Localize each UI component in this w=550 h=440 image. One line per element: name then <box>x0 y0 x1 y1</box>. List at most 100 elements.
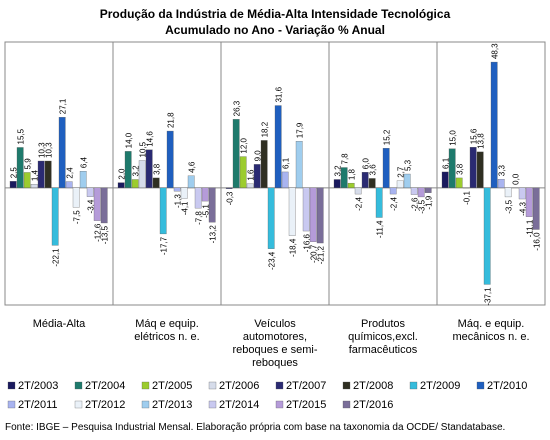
bar <box>441 171 449 188</box>
x-tick-label: Veículos automotores, reboques e semi-re… <box>232 318 318 369</box>
bar <box>225 187 233 189</box>
bar <box>152 177 160 188</box>
bar <box>117 182 125 188</box>
bar <box>145 149 153 188</box>
bar <box>525 187 533 217</box>
legend-label: 2T/2007 <box>286 380 326 392</box>
value-label: 2,7 <box>397 166 406 178</box>
bar <box>37 160 45 188</box>
value-label: -3,5 <box>505 199 514 213</box>
value-label: -7,5 <box>73 210 82 224</box>
legend-swatch <box>74 381 83 390</box>
legend-swatch <box>208 400 217 409</box>
bar <box>260 140 268 188</box>
value-label: 15,0 <box>449 130 458 146</box>
bar <box>455 177 463 188</box>
bar <box>58 117 66 188</box>
legend-label: 2T/2010 <box>487 380 527 392</box>
value-label: -13,2 <box>209 225 218 244</box>
value-label: -2,4 <box>355 197 364 211</box>
value-label: 6,1 <box>442 157 451 169</box>
bar <box>180 187 188 199</box>
value-label: 6,4 <box>80 156 89 168</box>
bar <box>309 187 317 242</box>
value-label: 12,0 <box>240 137 249 153</box>
value-label: 18,2 <box>261 121 270 137</box>
bar <box>159 187 167 235</box>
bar <box>131 179 139 188</box>
bar <box>44 160 52 188</box>
legend-swatch <box>141 381 150 390</box>
bar <box>23 172 31 188</box>
bar <box>281 171 289 188</box>
bar <box>65 181 73 188</box>
legend-swatch <box>74 400 83 409</box>
bar <box>16 147 24 188</box>
bar <box>361 172 369 188</box>
x-tick-label: Média-Alta <box>32 318 86 330</box>
legend-label: 2T/2009 <box>420 380 460 392</box>
legend-label: 2T/2003 <box>18 380 58 392</box>
bar <box>194 187 202 209</box>
bar <box>347 182 355 188</box>
value-label: -17,7 <box>160 236 169 255</box>
legend-swatch <box>342 400 351 409</box>
value-label: -11,4 <box>376 220 385 238</box>
bar <box>375 187 383 218</box>
chart-subtitle: Acumulado no Ano - Variação % Anual <box>165 23 385 37</box>
value-label: 4,6 <box>188 161 197 173</box>
legend-label: 2T/2012 <box>85 399 125 411</box>
bar <box>340 167 348 188</box>
value-label: 21,8 <box>167 112 176 128</box>
value-label: 17,9 <box>296 122 305 138</box>
legend-swatch <box>275 400 284 409</box>
value-label: 31,6 <box>275 86 284 102</box>
legend-label: 2T/2006 <box>219 380 259 392</box>
value-label: -22,1 <box>52 248 61 267</box>
bar <box>187 175 195 188</box>
value-label: -11,1 <box>526 219 535 237</box>
bar <box>72 187 80 208</box>
value-label: 2,5 <box>10 167 19 179</box>
bar <box>476 151 484 188</box>
x-tick-label: Produtos químicos,excl. farmacêuticos <box>348 318 418 356</box>
source-note: Fonte: IBGE – Pesquisa Industrial Mensal… <box>5 422 505 433</box>
bar <box>295 141 303 188</box>
value-label: -21,2 <box>317 245 326 264</box>
value-label: 2,0 <box>118 168 127 180</box>
value-label: -16,6 <box>303 233 312 252</box>
bar <box>138 160 146 188</box>
bar <box>490 61 498 188</box>
bar <box>389 187 397 195</box>
bar <box>302 187 310 232</box>
bar <box>79 171 87 188</box>
value-label: 3,8 <box>153 163 162 175</box>
bar <box>396 180 404 188</box>
value-label: 10,5 <box>139 141 148 157</box>
value-label: 15,2 <box>383 129 392 145</box>
value-label: -0,1 <box>463 191 472 205</box>
plot-frame <box>4 41 546 306</box>
legend-label: 2T/2004 <box>85 380 125 392</box>
value-label: 1,8 <box>348 168 357 180</box>
legend-swatch <box>342 381 351 390</box>
value-label: -2,6 <box>411 197 420 211</box>
bar <box>9 181 17 188</box>
legend-label: 2T/2008 <box>353 380 393 392</box>
legend-label: 2T/2013 <box>152 399 192 411</box>
legend-label: 2T/2015 <box>286 399 326 411</box>
value-label: -13,5 <box>101 225 110 244</box>
value-label: -4,3 <box>519 201 528 215</box>
value-label: 13,8 <box>477 133 486 149</box>
value-label: -3,4 <box>87 199 96 213</box>
chart-title: Produção da Indústria de Média-Alta Inte… <box>100 7 451 21</box>
bar <box>333 179 341 188</box>
value-label: -20,7 <box>310 244 319 263</box>
value-label: -23,4 <box>268 251 277 270</box>
legend-swatch <box>275 381 284 390</box>
value-label: 0,0 <box>512 173 521 185</box>
bar <box>93 187 101 221</box>
bar <box>30 184 38 188</box>
bar <box>51 187 59 246</box>
